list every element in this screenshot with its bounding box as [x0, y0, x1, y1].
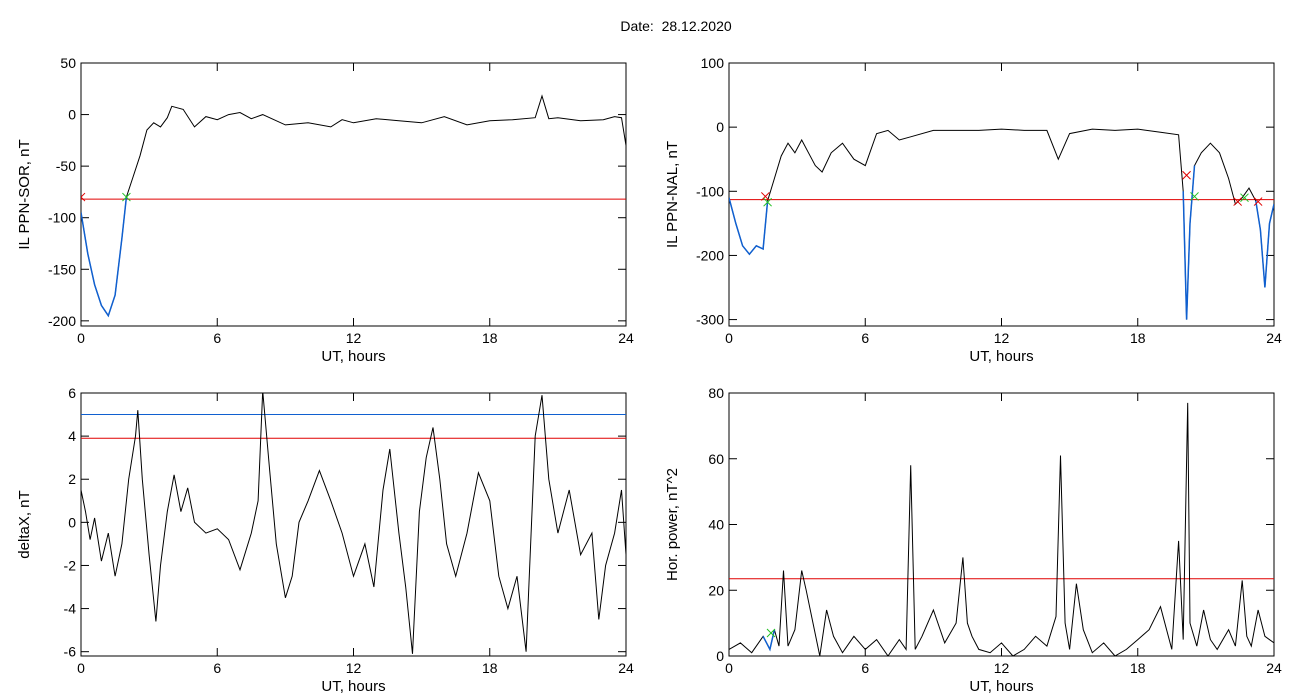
plot-frame	[80, 392, 627, 657]
y-tick-label: 0	[68, 514, 76, 530]
x-tick-label: 24	[618, 660, 634, 676]
x-tick-label: 0	[725, 660, 733, 676]
x-tick-label: 0	[77, 330, 85, 346]
x-axis-label: UT, hours	[321, 678, 385, 695]
x-axis-label: UT, hours	[321, 348, 385, 365]
x-marker	[81, 192, 86, 202]
y-axis-label: IL PPN-NAL, nT	[664, 141, 681, 248]
chart-title: Date: 28.12.2020	[620, 18, 732, 34]
x-tick-label: 6	[213, 330, 221, 346]
series-highlight	[729, 197, 769, 256]
y-axis-label: deltaX, nT	[16, 490, 33, 558]
panel-top-right: 0 6 12 18 24 100 0 -100 -200 -300 UT, hours IL PPN-…	[664, 55, 1282, 365]
x-tick-label: 0	[77, 660, 85, 676]
y-tick-label: 0	[716, 648, 724, 664]
plot-area	[81, 94, 626, 318]
y-tick-label: 4	[68, 428, 76, 444]
y-tick-label: 0	[716, 119, 724, 135]
series-highlight	[762, 629, 776, 652]
x-marker	[1233, 197, 1243, 206]
x-axis-label: UT, hours	[969, 678, 1033, 695]
y-tick-label: -50	[56, 158, 76, 174]
series-highlight	[81, 197, 128, 318]
y-tick-label: 0	[68, 107, 76, 123]
x-tick-label: 18	[1130, 330, 1146, 346]
y-tick-label: -6	[64, 644, 77, 660]
x-tick-label: 0	[725, 330, 733, 346]
plot-frame	[728, 392, 1275, 657]
series-highlight	[1255, 200, 1274, 288]
panel-bottom-left: 0 6 12 18 24 6 4 2 0 -2 -4 -6 UT, hours deltaX, nT	[16, 385, 634, 695]
y-tick-label: -200	[696, 247, 724, 263]
x-tick-label: 18	[482, 660, 498, 676]
x-tick-label: 24	[1266, 660, 1282, 676]
x-tick-label: 6	[213, 660, 221, 676]
x-tick-label: 18	[1130, 660, 1146, 676]
y-tick-label: 40	[708, 517, 724, 533]
y-tick-label: 20	[708, 582, 724, 598]
x-marker	[122, 192, 131, 202]
y-tick-label: -300	[696, 312, 724, 328]
y-tick-label: -100	[696, 183, 724, 199]
series-line	[729, 402, 1274, 656]
y-tick-label: -150	[48, 261, 76, 277]
x-tick-label: 24	[618, 330, 634, 346]
y-tick-label: 2	[68, 471, 76, 487]
x-marker	[763, 197, 772, 207]
y-tick-label: 50	[60, 55, 76, 71]
y-tick-label: -100	[48, 210, 76, 226]
x-marker	[1182, 170, 1191, 180]
x-marker	[1190, 192, 1199, 201]
x-marker	[1253, 197, 1263, 206]
plot-area	[729, 128, 1274, 320]
y-tick-label: 80	[708, 385, 724, 401]
x-tick-label: 12	[994, 660, 1010, 676]
x-tick-label: 24	[1266, 330, 1282, 346]
y-tick-label: -4	[64, 601, 77, 617]
x-marker	[766, 628, 776, 638]
y-axis-label: IL PPN-SOR, nT	[16, 139, 33, 249]
x-tick-label: 12	[994, 330, 1010, 346]
x-tick-label: 6	[861, 330, 869, 346]
y-tick-label: -2	[64, 557, 77, 573]
x-tick-label: 12	[346, 330, 362, 346]
panel-top-left: 0 6 12 18 24 50 0 -50 -100 -150 -200 UT, hours IL PP…	[16, 55, 634, 365]
y-tick-label: -200	[48, 313, 76, 329]
x-marker	[1240, 193, 1249, 203]
panel-bottom-right: 0 6 12 18 24 0 20 40 60 80 UT, hours Hor. power, nT…	[664, 385, 1282, 695]
series-line	[81, 94, 626, 317]
x-tick-label: 6	[861, 660, 869, 676]
plot-area	[81, 393, 626, 654]
x-axis-label: UT, hours	[969, 348, 1033, 365]
y-axis-label: Hor. power, nT^2	[664, 468, 681, 581]
y-tick-label: 100	[701, 55, 725, 71]
y-tick-label: 60	[708, 451, 724, 467]
series-highlight	[1182, 165, 1196, 320]
x-marker	[760, 192, 770, 201]
x-tick-label: 12	[346, 660, 362, 676]
x-tick-label: 18	[482, 330, 498, 346]
series-line	[729, 128, 1274, 320]
series-line	[81, 393, 626, 654]
y-tick-label: 6	[68, 385, 76, 401]
plot-area	[729, 402, 1274, 656]
